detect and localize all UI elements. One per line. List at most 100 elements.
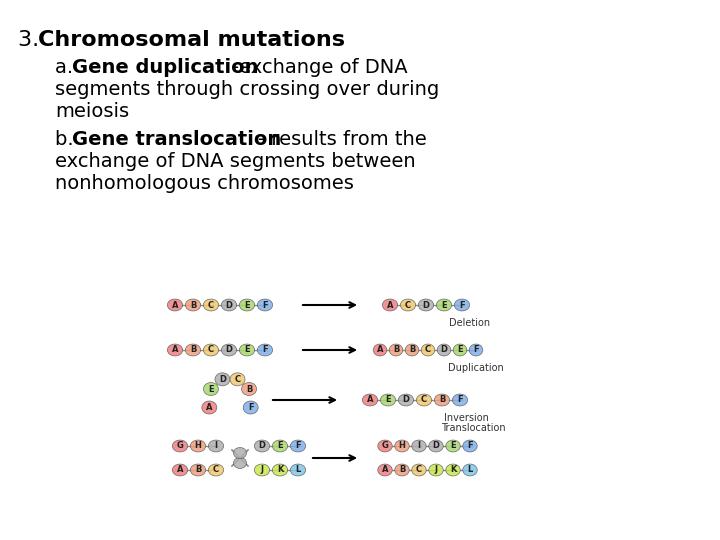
- Text: G: G: [176, 442, 184, 450]
- Ellipse shape: [398, 394, 414, 406]
- Text: E: E: [244, 346, 250, 354]
- Text: F: F: [248, 403, 253, 412]
- Text: Gene translocation: Gene translocation: [72, 130, 282, 149]
- Text: Duplication: Duplication: [448, 363, 504, 373]
- Ellipse shape: [429, 464, 444, 476]
- Text: B: B: [195, 465, 201, 475]
- Text: b.: b.: [55, 130, 80, 149]
- Text: C: C: [416, 465, 422, 475]
- Text: I: I: [418, 442, 420, 450]
- Ellipse shape: [257, 344, 273, 356]
- Text: K: K: [276, 465, 283, 475]
- Ellipse shape: [463, 440, 477, 452]
- Text: A: A: [206, 403, 212, 412]
- Text: B: B: [409, 346, 415, 354]
- Ellipse shape: [208, 464, 224, 476]
- Text: C: C: [405, 300, 411, 309]
- Ellipse shape: [172, 440, 188, 452]
- Ellipse shape: [272, 440, 288, 452]
- Ellipse shape: [215, 373, 230, 386]
- Text: C: C: [425, 346, 431, 354]
- Text: A: A: [172, 346, 179, 354]
- Ellipse shape: [382, 299, 397, 311]
- Text: Deletion: Deletion: [449, 318, 490, 328]
- Ellipse shape: [290, 464, 306, 476]
- Ellipse shape: [378, 464, 392, 476]
- Text: C: C: [213, 465, 219, 475]
- Text: Chromosomal mutations: Chromosomal mutations: [38, 30, 345, 50]
- Ellipse shape: [221, 299, 237, 311]
- Ellipse shape: [190, 440, 206, 452]
- Text: D: D: [423, 300, 430, 309]
- Ellipse shape: [452, 394, 468, 406]
- Text: D: D: [441, 346, 448, 354]
- Ellipse shape: [202, 401, 217, 414]
- Text: H: H: [194, 442, 202, 450]
- Ellipse shape: [230, 373, 245, 386]
- Ellipse shape: [434, 394, 450, 406]
- Ellipse shape: [257, 299, 273, 311]
- Text: D: D: [225, 346, 233, 354]
- Ellipse shape: [254, 440, 270, 452]
- Text: - results from the: - results from the: [258, 130, 427, 149]
- Text: 3.: 3.: [18, 30, 46, 50]
- Ellipse shape: [290, 440, 306, 452]
- Ellipse shape: [239, 344, 255, 356]
- Text: D: D: [225, 300, 233, 309]
- Text: A: A: [382, 465, 388, 475]
- Text: B: B: [190, 346, 196, 354]
- Ellipse shape: [400, 299, 415, 311]
- Text: A: A: [377, 346, 383, 354]
- Text: exchange of DNA segments between: exchange of DNA segments between: [55, 152, 415, 171]
- Ellipse shape: [185, 344, 201, 356]
- Text: Gene duplication: Gene duplication: [72, 58, 258, 77]
- Text: I: I: [215, 442, 217, 450]
- Text: E: E: [441, 300, 447, 309]
- Text: G: G: [382, 442, 388, 450]
- Text: H: H: [399, 442, 405, 450]
- Ellipse shape: [395, 440, 409, 452]
- Text: J: J: [261, 465, 264, 475]
- Ellipse shape: [416, 394, 432, 406]
- Text: -exchange of DNA: -exchange of DNA: [232, 58, 408, 77]
- Text: E: E: [208, 384, 214, 394]
- Text: B: B: [438, 395, 445, 404]
- Ellipse shape: [233, 448, 246, 458]
- Ellipse shape: [272, 464, 288, 476]
- Ellipse shape: [446, 464, 460, 476]
- Ellipse shape: [239, 299, 255, 311]
- Text: L: L: [467, 465, 472, 475]
- Text: Translocation: Translocation: [441, 423, 505, 433]
- Ellipse shape: [203, 299, 219, 311]
- Ellipse shape: [373, 344, 387, 356]
- Text: -: -: [268, 30, 276, 50]
- Text: A: A: [366, 395, 373, 404]
- Text: nonhomologous chromosomes: nonhomologous chromosomes: [55, 174, 354, 193]
- Ellipse shape: [395, 464, 409, 476]
- Ellipse shape: [167, 299, 183, 311]
- Ellipse shape: [429, 440, 444, 452]
- Text: F: F: [262, 346, 268, 354]
- Ellipse shape: [254, 464, 270, 476]
- Text: F: F: [467, 442, 473, 450]
- Ellipse shape: [446, 440, 460, 452]
- Ellipse shape: [241, 382, 256, 395]
- Ellipse shape: [167, 344, 183, 356]
- Ellipse shape: [243, 401, 258, 414]
- Ellipse shape: [454, 299, 469, 311]
- Ellipse shape: [412, 464, 426, 476]
- Text: E: E: [277, 442, 283, 450]
- Text: D: D: [219, 375, 226, 384]
- Text: D: D: [258, 442, 266, 450]
- Ellipse shape: [463, 464, 477, 476]
- Ellipse shape: [204, 382, 218, 395]
- Text: B: B: [399, 465, 405, 475]
- Text: D: D: [402, 395, 410, 404]
- Text: segments through crossing over during: segments through crossing over during: [55, 80, 439, 99]
- Ellipse shape: [437, 344, 451, 356]
- Text: F: F: [459, 300, 465, 309]
- Text: A: A: [387, 300, 393, 309]
- Ellipse shape: [421, 344, 435, 356]
- Ellipse shape: [221, 344, 237, 356]
- Ellipse shape: [362, 394, 378, 406]
